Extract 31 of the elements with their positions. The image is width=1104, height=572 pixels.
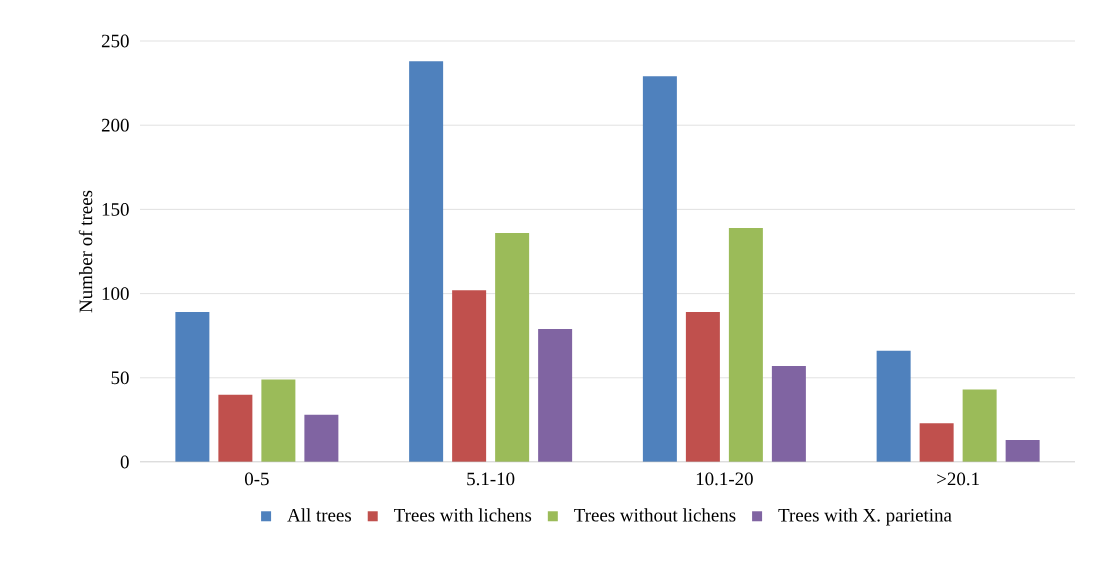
y-tick-label: 0 — [120, 455, 129, 469]
bar — [538, 328, 573, 462]
bar — [919, 423, 954, 462]
bar — [409, 61, 444, 462]
x-tick-label: 10.1-20 — [696, 472, 753, 486]
bar — [771, 366, 806, 462]
bar — [685, 312, 720, 462]
bar — [642, 76, 677, 462]
bar — [261, 379, 296, 462]
y-tick-label: 150 — [102, 203, 129, 216]
bar — [175, 312, 210, 462]
bar — [962, 389, 997, 462]
bar — [728, 227, 763, 462]
x-tick-label: >20.1 — [937, 472, 979, 486]
y-tick-label: 250 — [101, 34, 129, 48]
x-tick-label: 5.1-10 — [467, 472, 515, 486]
legend-label: Trees with lichens — [394, 508, 532, 522]
bar — [876, 350, 911, 462]
y-tick-label: 200 — [101, 118, 129, 132]
legend-label: Trees without lichens — [574, 508, 736, 522]
bar — [495, 232, 530, 462]
bar — [218, 394, 253, 462]
legend-label: Trees with X. parietina — [778, 508, 952, 526]
bar — [304, 414, 339, 462]
y-tick-label: 50 — [111, 371, 129, 385]
bar — [1005, 440, 1040, 462]
x-tick-label: 0-5 — [244, 472, 269, 486]
y-axis-title: Number of trees — [78, 190, 93, 313]
y-tick-label: 100 — [102, 287, 129, 300]
legend-label: All trees — [287, 508, 352, 522]
bar — [452, 290, 487, 462]
